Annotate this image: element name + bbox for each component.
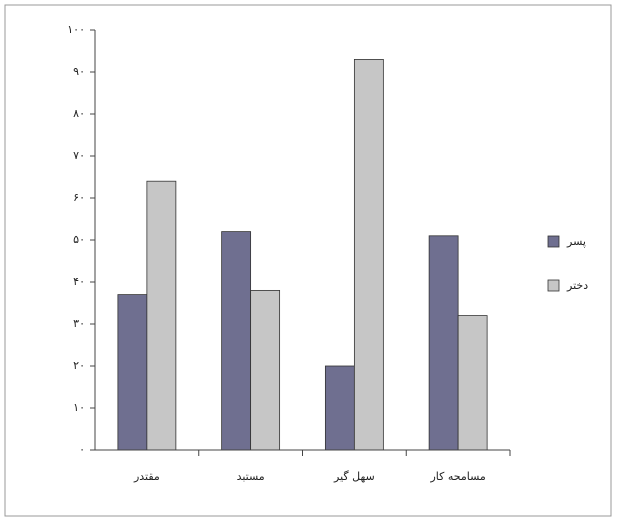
legend-label: دختر	[566, 279, 588, 292]
y-tick-label: ۴۰	[73, 275, 85, 288]
bar	[428, 235, 459, 451]
y-tick-label: ۲۰	[73, 359, 85, 372]
y-tick-label: ۱۰	[73, 401, 85, 414]
legend-swatch	[547, 235, 560, 248]
legend-label: پسر	[566, 235, 586, 248]
y-tick-label: ۸۰	[73, 107, 85, 120]
y-tick-label: ۵۰	[73, 233, 85, 246]
frame	[4, 4, 612, 517]
y-tick-label: ۰	[79, 443, 85, 456]
y-tick-label: ۱۰۰	[67, 23, 85, 36]
bar	[146, 180, 177, 451]
y-tick-label: ۳۰	[73, 317, 85, 330]
legend-swatch	[547, 279, 560, 292]
x-tick-label: مقتدر	[133, 470, 160, 483]
x-tick-label: مسامحه کار	[429, 470, 485, 483]
x-tick-label: مستبد	[237, 470, 265, 483]
y-tick-label: ۹۰	[73, 65, 85, 78]
bar	[117, 294, 148, 451]
x-tick-label: سهل گیر	[333, 470, 375, 483]
y-tick-label: ۶۰	[73, 191, 85, 204]
bar	[324, 365, 355, 451]
bar	[221, 231, 252, 451]
y-tick-label: ۷۰	[73, 149, 85, 162]
bar	[457, 315, 488, 451]
bar	[353, 59, 384, 451]
bar	[250, 289, 281, 451]
